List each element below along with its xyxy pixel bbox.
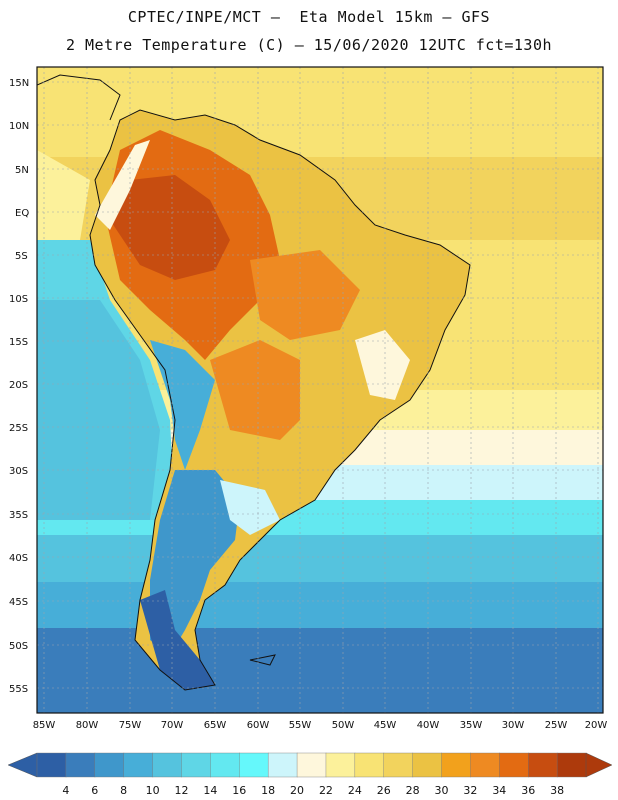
lat-label: 15N — [9, 78, 29, 89]
northern-andes-cool — [95, 140, 150, 230]
lon-label: 20W — [585, 720, 608, 731]
ocean-10c-band — [37, 582, 603, 632]
colorbar-cell — [152, 752, 182, 778]
falkland-islands — [249, 654, 276, 666]
pacific-equatorial-water — [37, 150, 90, 240]
pacific-cold-water — [37, 300, 160, 520]
colorbar-ticks: 4 6 8 10 12 14 16 18 20 22 24 26 28 30 32 34 36 38 — [62, 784, 564, 797]
lat-label: 50S — [9, 641, 28, 652]
lon-label: 50W — [332, 720, 355, 731]
longitude-labels: 85W 80W 75W 70W 65W 60W 55W 50W 45W 40W … — [33, 720, 608, 731]
lat-label: 5S — [15, 251, 28, 262]
colorbar-tick-label: 26 — [377, 784, 391, 797]
lat-label: 20S — [9, 380, 28, 391]
colorbar-cells — [7, 752, 613, 778]
lat-label: 30S — [9, 466, 28, 477]
lon-label: 30W — [502, 720, 525, 731]
lat-label: 35S — [9, 510, 28, 521]
lat-label: 40S — [9, 553, 28, 564]
chaco-warm-zone — [210, 340, 300, 440]
colorbar-tick-label: 4 — [62, 784, 69, 797]
colorbar-cell — [210, 752, 240, 778]
colorbar-tick-label: 8 — [120, 784, 127, 797]
colorbar-cell — [94, 752, 125, 778]
lat-label: 15S — [9, 337, 28, 348]
map-field — [37, 67, 603, 713]
map-title-line-2: 2 Metre Temperature (C) – 15/06/2020 12U… — [65, 36, 553, 54]
colorbar-tick-label: 34 — [492, 784, 506, 797]
map-frame — [36, 66, 604, 714]
colorbar-tick-label: 22 — [319, 784, 333, 797]
colorbar-tick-label: 38 — [550, 784, 564, 797]
lon-label: 35W — [460, 720, 483, 731]
latitude-labels: 15N 10N 5N EQ 5S 10S 15S 20S 25S 30S 35S… — [9, 78, 29, 695]
lat-label: 5N — [15, 165, 29, 176]
colorbar-tick-label: 30 — [435, 784, 449, 797]
colorbar-cell — [181, 752, 211, 778]
map-title-line-1: CPTEC/INPE/MCT – Eta Model 15km – GFS — [127, 8, 491, 26]
colorbar-min-arrow — [7, 752, 38, 778]
colorbar-cell — [499, 752, 529, 778]
colorbar-tick-label: 20 — [290, 784, 304, 797]
lon-label: 25W — [545, 720, 568, 731]
colorbar-cell — [354, 752, 385, 778]
lon-label: 60W — [247, 720, 270, 731]
colorbar-cell — [441, 752, 471, 778]
colorbar-cell — [383, 752, 414, 778]
graticule — [37, 67, 603, 713]
lon-label: 55W — [289, 720, 312, 731]
colorbar-max-arrow — [585, 752, 613, 778]
colorbar-tick-label: 14 — [203, 784, 217, 797]
colorbar-tick-label: 10 — [146, 784, 160, 797]
central-america-coastline — [37, 74, 121, 121]
colorbar-cell — [470, 752, 500, 778]
colorbar-cell — [325, 752, 356, 778]
lon-label: 80W — [76, 720, 99, 731]
lon-label: 85W — [33, 720, 56, 731]
tierra-del-fuego-cold — [140, 590, 215, 690]
pampas-cool — [220, 480, 280, 535]
colorbar-cell — [123, 752, 154, 778]
lat-label: 45S — [9, 597, 28, 608]
colorbar-cell — [556, 752, 587, 778]
colorbar-cell — [267, 752, 298, 778]
brazilian-highlands-cool — [355, 330, 410, 400]
andes-altiplano-cold — [150, 340, 215, 470]
colorbar-tick-label: 12 — [174, 784, 188, 797]
colorbar-tick-label: 32 — [463, 784, 477, 797]
lon-label: 45W — [374, 720, 397, 731]
lat-label: EQ — [15, 208, 29, 219]
lat-label: 10N — [9, 121, 29, 132]
coastline — [89, 109, 471, 691]
ocean-12c-band — [37, 535, 603, 585]
colorbar-cell — [36, 752, 67, 778]
central-brazil-warm-zone — [250, 250, 360, 340]
colorbar-cell — [65, 752, 96, 778]
colorbar-tick-label: 24 — [348, 784, 362, 797]
ocean-6c-band — [37, 628, 603, 713]
patagonia-cold — [150, 470, 240, 655]
lon-label: 65W — [204, 720, 227, 731]
colorbar-cell — [412, 752, 443, 778]
colorbar-tick-label: 16 — [232, 784, 246, 797]
lat-label: 25S — [9, 423, 28, 434]
lon-label: 75W — [119, 720, 142, 731]
colorbar-tick-label: 6 — [91, 784, 98, 797]
amazon-hottest-zone — [110, 175, 230, 280]
colorbar-cell — [528, 752, 558, 778]
lat-label: 55S — [9, 684, 28, 695]
colorbar-cell — [296, 752, 327, 778]
colorbar-cell — [239, 752, 269, 778]
colorbar-tick-label: 28 — [406, 784, 420, 797]
lon-label: 70W — [161, 720, 184, 731]
lon-label: 40W — [417, 720, 440, 731]
lat-label: 10S — [9, 294, 28, 305]
colorbar-tick-label: 36 — [521, 784, 535, 797]
colorbar-tick-label: 18 — [261, 784, 275, 797]
